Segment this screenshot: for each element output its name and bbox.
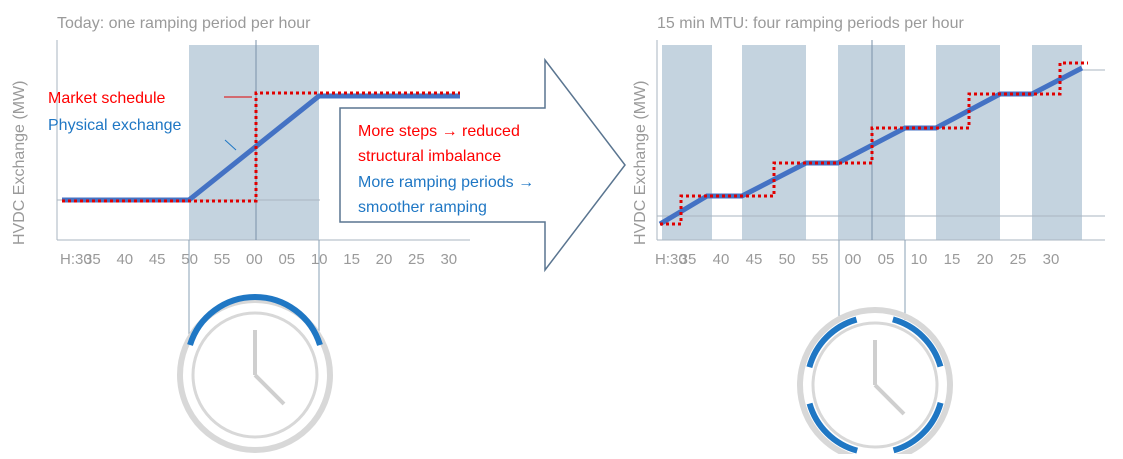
x-tick-label: 45 xyxy=(746,251,763,268)
ramp-band xyxy=(1032,45,1082,240)
big-arrow xyxy=(339,57,626,273)
x-tick-label: 35 xyxy=(84,251,101,268)
x-tick-label: 55 xyxy=(812,251,829,268)
ramp-band xyxy=(742,45,806,240)
x-tick-label: 25 xyxy=(1010,251,1027,268)
x-tick-label: 25 xyxy=(408,251,425,268)
arrow-text: More steps → reduced xyxy=(358,123,520,140)
x-tick-label: 40 xyxy=(713,251,730,268)
x-tick-label: 30 xyxy=(1043,251,1060,268)
x-tick-label: 10 xyxy=(911,251,928,268)
arrow-text: smoother ramping xyxy=(358,199,487,216)
title: 15 min MTU: four ramping periods per hou… xyxy=(657,15,964,32)
clock-arc xyxy=(187,293,323,346)
x-tick-label: 35 xyxy=(680,251,697,268)
title: Today: one ramping period per hour xyxy=(57,15,311,32)
x-tick-label: 45 xyxy=(149,251,166,268)
x-tick-label: H:30 xyxy=(655,251,687,268)
clock-face xyxy=(811,321,939,449)
x-tick-label: 50 xyxy=(181,251,198,268)
legend-pointer xyxy=(224,139,237,151)
x-tick-label: 15 xyxy=(343,251,360,268)
x-tick-label: 30 xyxy=(440,251,457,268)
clock-ring xyxy=(797,307,953,459)
x-tick-label: 15 xyxy=(944,251,961,268)
ramp-band xyxy=(936,45,1000,240)
legend-physical: Physical exchange xyxy=(48,117,182,134)
x-tick-label: 05 xyxy=(878,251,895,268)
x-tick-label: 20 xyxy=(376,251,393,268)
arrow-text: structural imbalance xyxy=(358,148,501,165)
x-tick-label: 05 xyxy=(278,251,295,268)
clock-hand xyxy=(253,373,286,406)
market-line xyxy=(660,61,1088,226)
x-tick-label: 00 xyxy=(845,251,862,268)
x-tick-label: 40 xyxy=(116,251,133,268)
clock-hand xyxy=(873,383,906,416)
right-chart: 15 min MTU: four ramping periods per hou… xyxy=(632,15,1105,459)
left-chart: Today: one ramping period per hour HVDC … xyxy=(11,15,470,453)
clock-face xyxy=(191,311,319,439)
physical-line xyxy=(62,93,460,203)
x-tick-label: 55 xyxy=(214,251,231,268)
x-tick-label: 00 xyxy=(246,251,263,268)
arrow-text: More ramping periods → xyxy=(358,174,534,191)
y-label: HVDC Exchange (MW) xyxy=(632,81,649,245)
x-tick-label: 50 xyxy=(779,251,796,268)
y-label: HVDC Exchange (MW) xyxy=(11,81,28,245)
ramp-band xyxy=(189,45,319,240)
x-tick-label: H:30 xyxy=(60,251,92,268)
market-line xyxy=(62,91,460,203)
x-tick-label: 20 xyxy=(977,251,994,268)
legend-market: Market schedule xyxy=(48,90,165,107)
clock-ring xyxy=(177,297,333,453)
